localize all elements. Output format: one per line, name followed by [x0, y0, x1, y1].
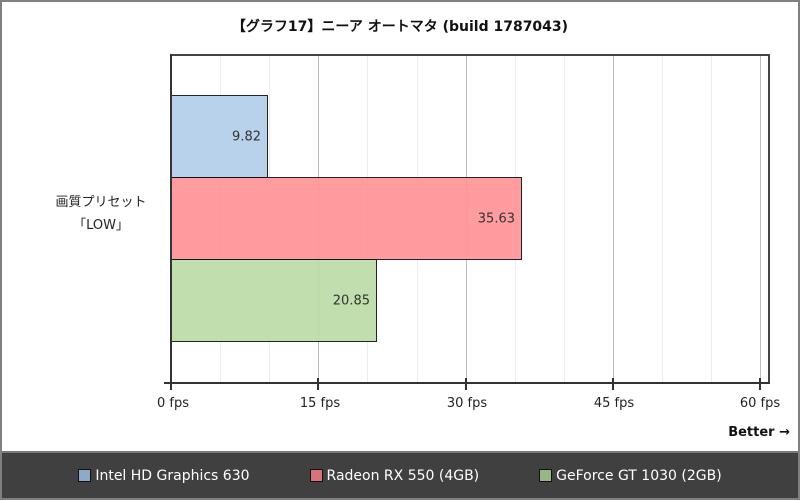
- legend-item-intel: Intel HD Graphics 630: [78, 467, 250, 484]
- legend-swatch-icon: [539, 469, 553, 482]
- category-label: 画質プリセット 「LOW」: [40, 191, 162, 237]
- x-tick: [759, 378, 761, 390]
- gridline-minor: [564, 56, 565, 382]
- x-tick: [612, 378, 614, 390]
- x-tick: [465, 378, 467, 390]
- x-tick: [317, 378, 319, 390]
- legend: Intel HD Graphics 630 Radeon RX 550 (4GB…: [2, 451, 798, 498]
- bar-value-label: 20.85: [332, 293, 370, 308]
- gridline-minor: [711, 56, 712, 382]
- x-tick-label: 0 fps: [156, 396, 190, 411]
- bar-intel-hd-630: 9.82: [171, 95, 268, 178]
- legend-label: Radeon RX 550 (4GB): [326, 467, 480, 484]
- x-tick-label: 15 fps: [299, 396, 341, 411]
- legend-label: Intel HD Graphics 630: [95, 467, 250, 484]
- legend-label: GeForce GT 1030 (2GB): [556, 467, 722, 484]
- x-tick: [170, 378, 172, 390]
- bar-value-label: 9.82: [232, 129, 261, 144]
- gridline-minor: [662, 56, 663, 382]
- x-tick-label: 60 fps: [739, 396, 781, 411]
- bar-radeon-rx-550: 35.63: [171, 177, 522, 260]
- plot-area: [171, 54, 770, 383]
- y-axis-line: [170, 54, 172, 384]
- better-annotation: Better →: [728, 425, 790, 440]
- x-axis-line: [164, 382, 770, 384]
- legend-swatch-icon: [78, 469, 92, 482]
- legend-item-geforce: GeForce GT 1030 (2GB): [539, 468, 722, 484]
- gridline-major: [613, 56, 614, 382]
- legend-swatch-icon: [309, 469, 323, 482]
- category-label-line2: 「LOW」: [73, 218, 129, 233]
- bar-value-label: 35.63: [477, 211, 515, 226]
- x-tick-label: 30 fps: [446, 396, 488, 411]
- bar-geforce-gt-1030: 20.85: [171, 259, 377, 342]
- chart-title: 【グラフ17】ニーア オートマタ (build 1787043): [231, 19, 569, 35]
- gridline-major: [760, 56, 761, 382]
- x-tick-label: 45 fps: [593, 396, 635, 411]
- category-label-line1: 画質プリセット: [55, 195, 147, 210]
- legend-item-radeon: Radeon RX 550 (4GB): [309, 467, 480, 484]
